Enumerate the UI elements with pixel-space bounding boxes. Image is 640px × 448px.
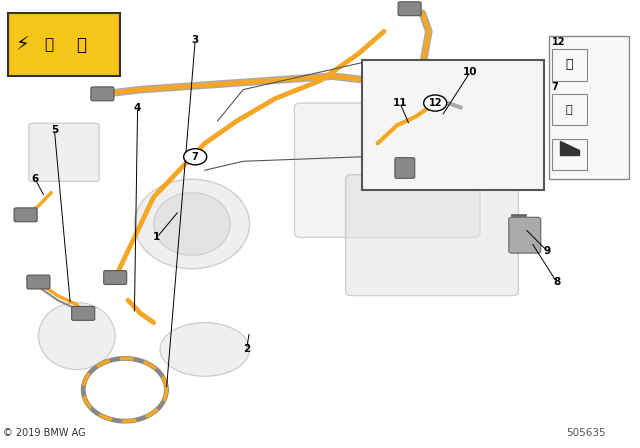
FancyBboxPatch shape bbox=[362, 60, 544, 190]
FancyBboxPatch shape bbox=[549, 36, 629, 179]
Text: 2: 2 bbox=[243, 345, 250, 354]
FancyBboxPatch shape bbox=[398, 2, 421, 16]
Text: 1: 1 bbox=[153, 233, 161, 242]
Text: 5: 5 bbox=[51, 125, 58, 135]
Text: 10: 10 bbox=[463, 67, 477, 77]
FancyBboxPatch shape bbox=[552, 94, 587, 125]
FancyBboxPatch shape bbox=[509, 217, 541, 253]
Text: 🧤: 🧤 bbox=[76, 36, 86, 54]
FancyBboxPatch shape bbox=[72, 306, 95, 320]
FancyBboxPatch shape bbox=[8, 13, 120, 76]
Polygon shape bbox=[560, 141, 579, 155]
Text: 11: 11 bbox=[393, 98, 407, 108]
Text: 🔩: 🔩 bbox=[566, 58, 573, 72]
FancyBboxPatch shape bbox=[346, 175, 518, 296]
FancyBboxPatch shape bbox=[27, 275, 50, 289]
Ellipse shape bbox=[154, 193, 230, 255]
Ellipse shape bbox=[160, 323, 250, 376]
Text: 4: 4 bbox=[134, 103, 141, 112]
Text: 7: 7 bbox=[192, 152, 198, 162]
Circle shape bbox=[424, 95, 447, 111]
Text: 🔧: 🔧 bbox=[566, 105, 573, 115]
Text: 📖: 📖 bbox=[45, 37, 54, 52]
Text: 6: 6 bbox=[31, 174, 39, 184]
Text: 7: 7 bbox=[552, 82, 559, 92]
Text: 12: 12 bbox=[552, 37, 565, 47]
Text: 8: 8 bbox=[553, 277, 561, 287]
Ellipse shape bbox=[38, 302, 115, 370]
FancyBboxPatch shape bbox=[104, 271, 127, 284]
Circle shape bbox=[184, 149, 207, 165]
Text: 12: 12 bbox=[428, 98, 442, 108]
Ellipse shape bbox=[134, 179, 250, 269]
FancyBboxPatch shape bbox=[552, 49, 587, 81]
Text: 9: 9 bbox=[543, 246, 551, 256]
FancyBboxPatch shape bbox=[552, 139, 587, 170]
FancyBboxPatch shape bbox=[29, 123, 99, 181]
FancyBboxPatch shape bbox=[395, 158, 415, 178]
Text: 505635: 505635 bbox=[566, 428, 605, 438]
FancyBboxPatch shape bbox=[14, 208, 37, 222]
Text: 3: 3 bbox=[191, 35, 199, 45]
Text: ⚡: ⚡ bbox=[15, 35, 29, 54]
FancyBboxPatch shape bbox=[294, 103, 480, 237]
FancyBboxPatch shape bbox=[91, 87, 114, 101]
Text: © 2019 BMW AG: © 2019 BMW AG bbox=[3, 428, 86, 438]
